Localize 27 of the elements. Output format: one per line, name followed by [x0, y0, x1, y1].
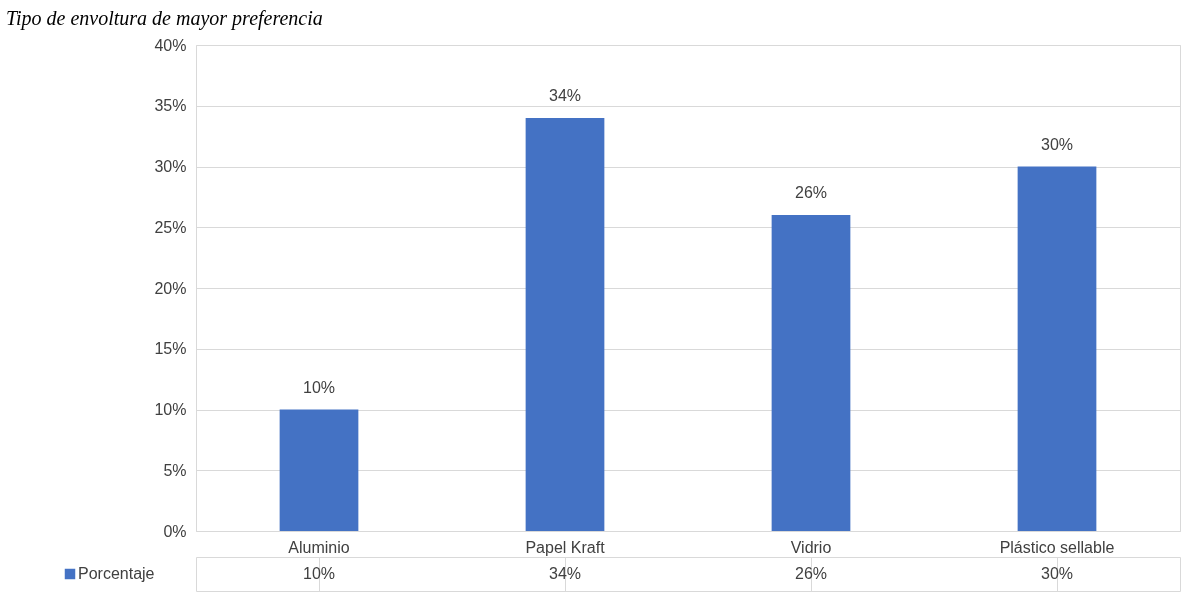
- legend-label: Porcentaje: [78, 565, 155, 582]
- data-label: 26%: [794, 565, 828, 582]
- text: 26%: [794, 184, 828, 202]
- x-tick-label: Plástico sellable: [999, 538, 1115, 556]
- y-tick-label: 35%: [154, 97, 187, 115]
- y-tick-label: 30%: [154, 158, 187, 175]
- y-tick-label: 0%: [163, 522, 187, 540]
- bar: [525, 117, 605, 531]
- data-label: 34%: [548, 565, 582, 582]
- y-tick-label: 10%: [154, 401, 187, 418]
- chart-title: Tipo de envoltura de mayor preferencia: [6, 6, 323, 30]
- text: 30%: [1040, 135, 1074, 153]
- y-tick-label: 25%: [154, 218, 187, 236]
- data-label: 30%: [1040, 565, 1074, 582]
- y-tick-label: 5%: [163, 461, 187, 479]
- y-tick-label: 40%: [154, 36, 187, 54]
- bar: [279, 409, 359, 531]
- x-tick-label: Papel Kraft: [525, 538, 606, 556]
- x-tick-label: Aluminio: [288, 538, 350, 556]
- x-tick-label: Vidrio: [790, 538, 832, 556]
- text: 34%: [548, 86, 582, 104]
- data-label: 10%: [302, 565, 336, 582]
- text: 10%: [302, 378, 336, 396]
- bar: [1017, 166, 1097, 531]
- y-tick-label: 20%: [154, 279, 187, 297]
- bar: [771, 215, 851, 531]
- y-tick-label: 15%: [154, 340, 187, 358]
